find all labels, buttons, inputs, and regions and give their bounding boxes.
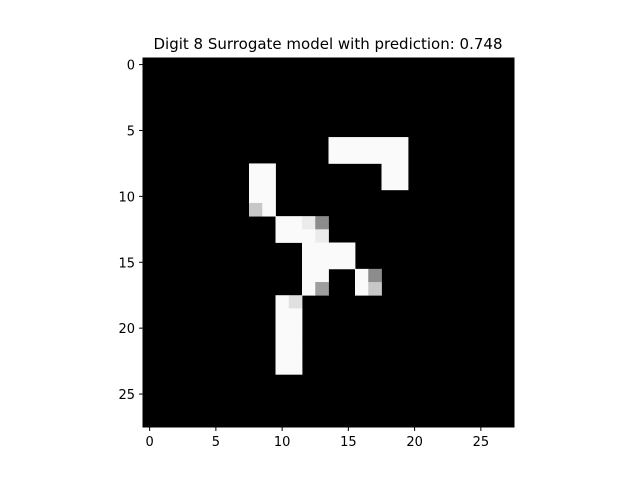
heatmap-cell — [275, 361, 303, 375]
x-tick-label: 0 — [145, 435, 153, 450]
x-tick-label: 25 — [473, 435, 490, 450]
x-axis: 0 5 10 15 20 25 — [145, 427, 489, 450]
heatmap-cell — [288, 295, 303, 309]
heatmap-cell — [302, 268, 329, 283]
y-axis: 0 5 10 15 20 25 — [118, 59, 143, 403]
heatmap-cell — [275, 308, 303, 322]
heatmap-cell — [249, 163, 276, 178]
y-tick-label: 25 — [118, 388, 135, 403]
heatmap-cell — [355, 282, 369, 296]
heatmap-cell — [275, 216, 303, 230]
axes-frame — [142, 57, 515, 428]
heatmap-cell — [302, 255, 356, 270]
heatmap-cell — [381, 163, 409, 178]
x-tick-label: 10 — [274, 435, 291, 450]
heatmap-cell — [368, 268, 382, 283]
heatmap-cell — [275, 321, 303, 336]
y-tick-label: 20 — [118, 322, 135, 337]
heatmap-cell — [328, 150, 409, 164]
heatmap-cell — [302, 242, 356, 257]
heatmap-cell — [368, 282, 382, 296]
heatmap-cell — [302, 282, 316, 296]
heatmap-cell — [275, 229, 316, 243]
y-tick-label: 10 — [118, 190, 135, 205]
heatmap-cell — [249, 176, 276, 191]
heatmap-cell — [275, 347, 303, 362]
heatmap-cell — [315, 216, 329, 230]
x-tick-label: 20 — [406, 435, 423, 450]
heatmap-cell — [302, 216, 316, 230]
y-tick-label: 5 — [127, 124, 135, 139]
heatmap-cells — [249, 137, 409, 375]
heatmap-cell — [249, 202, 263, 217]
heatmap-cell — [315, 229, 329, 243]
heatmap-cell — [275, 295, 290, 309]
y-tick-label: 15 — [118, 256, 135, 271]
x-tick-label: 5 — [212, 435, 220, 450]
heatmap-cell — [249, 189, 276, 204]
heatmap-cell — [275, 334, 303, 349]
heatmap-cell — [262, 202, 276, 217]
chart-title: Digit 8 Surrogate model with prediction:… — [154, 35, 503, 53]
y-tick-label: 0 — [127, 59, 135, 74]
heatmap-cell — [381, 176, 409, 191]
heatmap-cell — [355, 268, 369, 283]
heatmap-cell — [328, 137, 409, 151]
heatmap-cell — [315, 282, 329, 296]
x-tick-label: 15 — [340, 435, 357, 450]
